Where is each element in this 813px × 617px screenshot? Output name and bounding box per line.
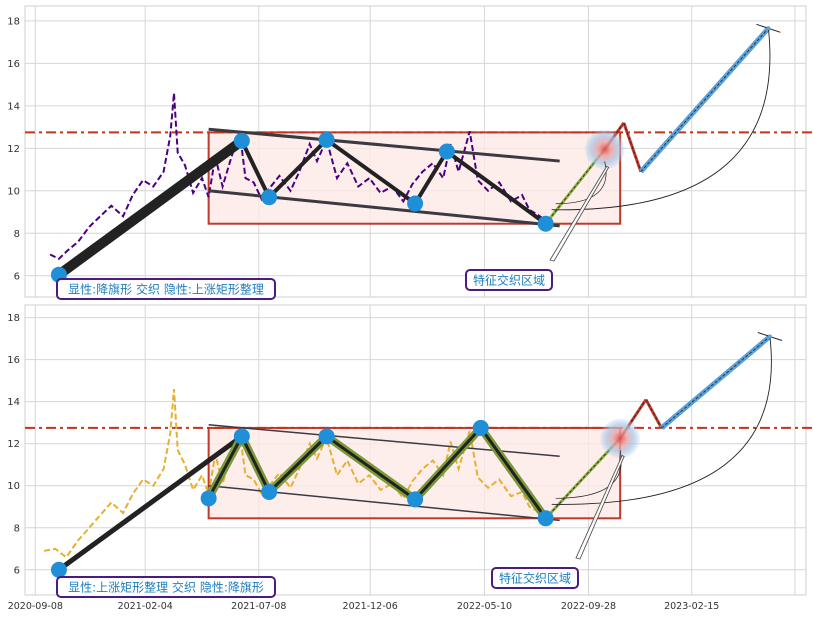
pattern-label-text: 显性:上涨矩形整理 交织 隐性:降旗形 xyxy=(68,580,264,595)
feature-label-text: 特征交织区域 xyxy=(499,571,571,586)
projection-dashed-core xyxy=(645,399,662,429)
y-tick-label: 8 xyxy=(14,523,20,534)
feature-label-text: 特征交织区域 xyxy=(473,273,545,288)
projection-dashed-core xyxy=(545,149,605,224)
target-glow xyxy=(584,129,625,170)
projection-dashed-core xyxy=(661,336,771,429)
pivot-marker xyxy=(261,189,278,206)
price-series-line xyxy=(44,389,547,559)
y-tick-label: 16 xyxy=(7,355,20,366)
pattern-label-box xyxy=(56,278,276,300)
x-tick-label: 2022-09-28 xyxy=(561,601,616,612)
pivot-marker xyxy=(407,195,424,212)
y-tick-label: 18 xyxy=(7,313,20,324)
pivot-marker xyxy=(472,419,489,436)
y-tick-label: 12 xyxy=(7,439,20,450)
pivot-marker xyxy=(233,132,250,149)
pattern-label-box xyxy=(56,576,276,598)
x-tick-label: 2021-07-08 xyxy=(231,601,286,612)
y-tick-label: 16 xyxy=(7,59,20,70)
y-tick-label: 8 xyxy=(14,229,20,240)
pivot-marker xyxy=(537,215,554,232)
target-glow xyxy=(600,418,641,459)
y-tick-label: 10 xyxy=(7,481,20,492)
x-tick-label: 2021-02-04 xyxy=(118,601,173,612)
y-tick-label: 14 xyxy=(7,397,20,408)
y-tick-label: 14 xyxy=(7,101,20,112)
pivot-marker xyxy=(261,484,278,501)
pivot-zigzag xyxy=(240,137,547,226)
stop-mark-dot xyxy=(767,334,772,339)
pivot-marker xyxy=(233,428,250,445)
bottom-chart-panel: 6 8 10 12 14 16 18 2020-09-08 2021-02-04 2021-07-… xyxy=(7,304,813,612)
x-tick-label: 2022-05-10 xyxy=(457,601,512,612)
price-series-line xyxy=(49,93,547,261)
pattern-label-text: 显性:降旗形 交织 隐性:上涨矩形整理 xyxy=(68,282,264,297)
projection-dashed-core xyxy=(623,122,642,172)
channel-upper-line xyxy=(208,127,560,163)
pivot-marker xyxy=(407,491,424,508)
y-tick-label: 6 xyxy=(14,565,20,576)
pivot-marker xyxy=(438,143,455,160)
feature-label-box xyxy=(491,567,579,589)
pivot-marker xyxy=(50,561,67,578)
pivot-leg-thick xyxy=(57,434,244,572)
x-tick-label: 2020-09-08 xyxy=(8,601,63,612)
y-tick-label: 12 xyxy=(7,144,20,155)
x-tick-label: 2021-12-06 xyxy=(343,601,398,612)
callout-pointer xyxy=(575,454,625,560)
pivot-marker xyxy=(200,490,217,507)
top-chart-panel: 6 8 10 12 14 16 18 显性:降旗形 交织 隐性:上涨矩形整理 特征交织区域 xyxy=(7,5,813,300)
callout-pointer xyxy=(549,165,610,262)
stop-mark-dot xyxy=(766,26,771,31)
pivot-marker xyxy=(318,131,335,148)
pivot-marker xyxy=(537,510,554,527)
pivot-marker xyxy=(318,428,335,445)
feature-label-box xyxy=(465,269,553,291)
y-tick-label: 10 xyxy=(7,186,20,197)
x-tick-label: 2023-02-15 xyxy=(664,601,719,612)
pivot-leg-thick xyxy=(55,136,245,279)
projection-dashed-core xyxy=(640,28,769,172)
y-tick-label: 18 xyxy=(7,16,20,27)
projection-arc xyxy=(551,28,771,211)
projection-arc xyxy=(551,336,772,505)
y-tick-label: 6 xyxy=(14,271,20,282)
